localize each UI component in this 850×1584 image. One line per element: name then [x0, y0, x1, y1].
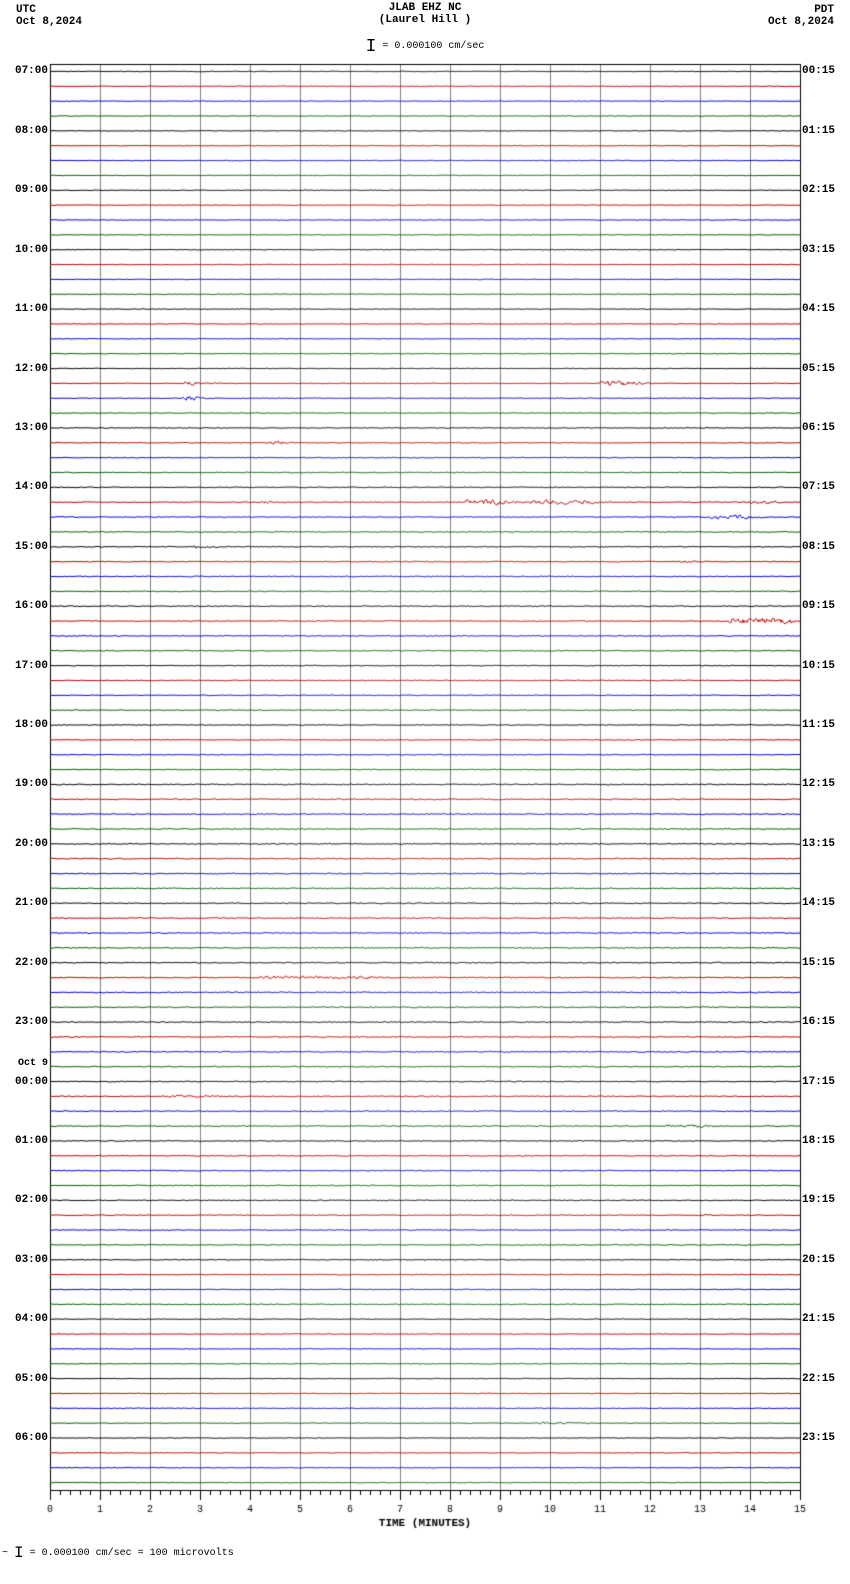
pdt-label: 19:15 — [802, 1194, 844, 1206]
header-scale: I = 0.000100 cm/sec — [0, 34, 850, 54]
pdt-label: 10:15 — [802, 660, 844, 672]
pdt-label: 18:15 — [802, 1135, 844, 1147]
utc-label: Oct 9 — [6, 1058, 48, 1070]
utc-label: 13:00 — [6, 422, 48, 434]
pdt-label: 11:15 — [802, 719, 844, 731]
header: UTC Oct 8,2024 PDT Oct 8,2024 JLAB EHZ N… — [0, 0, 850, 58]
footer-text: = 0.000100 cm/sec = 100 microvolts — [30, 1548, 234, 1559]
seismogram-canvas — [0, 58, 850, 1538]
utc-label: 08:00 — [6, 125, 48, 137]
pdt-label: 21:15 — [802, 1313, 844, 1325]
pdt-label: 17:15 — [802, 1076, 844, 1088]
header-center: JLAB EHZ NC (Laurel Hill ) — [0, 2, 850, 26]
utc-label: 23:00 — [6, 1016, 48, 1028]
utc-label: 11:00 — [6, 303, 48, 315]
pdt-label: 09:15 — [802, 600, 844, 612]
pdt-label: 06:15 — [802, 422, 844, 434]
pdt-label: 15:15 — [802, 957, 844, 969]
pdt-label: 22:15 — [802, 1373, 844, 1385]
location: (Laurel Hill ) — [0, 14, 850, 26]
utc-label: 22:00 — [6, 957, 48, 969]
pdt-label: 23:15 — [802, 1432, 844, 1444]
footer: ~ I = 0.000100 cm/sec = 100 microvolts — [0, 1538, 850, 1566]
utc-label: 01:00 — [6, 1135, 48, 1147]
plot-area: 07:00 08:00 09:00 10:00 11:00 12:00 13:00 14:00… — [0, 58, 850, 1538]
utc-label: 04:00 — [6, 1313, 48, 1325]
footer-bar-icon: I — [14, 1544, 24, 1562]
utc-label: 09:00 — [6, 184, 48, 196]
scale-text: = 0.000100 cm/sec — [382, 41, 484, 52]
pdt-label: 20:15 — [802, 1254, 844, 1266]
utc-label: 21:00 — [6, 897, 48, 909]
pdt-label: 04:15 — [802, 303, 844, 315]
utc-label: 06:00 — [6, 1432, 48, 1444]
utc-label: 18:00 — [6, 719, 48, 731]
utc-labels: 07:00 08:00 09:00 10:00 11:00 12:00 13:00 14:00… — [6, 58, 48, 1538]
utc-label: 02:00 — [6, 1194, 48, 1206]
utc-label: 12:00 — [6, 363, 48, 375]
pdt-label: 02:15 — [802, 184, 844, 196]
utc-label: 03:00 — [6, 1254, 48, 1266]
utc-label: 19:00 — [6, 778, 48, 790]
utc-label: 14:00 — [6, 481, 48, 493]
pdt-label: 08:15 — [802, 541, 844, 553]
utc-label: 20:00 — [6, 838, 48, 850]
utc-label: 10:00 — [6, 244, 48, 256]
station: JLAB EHZ NC — [0, 2, 850, 14]
pdt-label: 01:15 — [802, 125, 844, 137]
utc-label: 15:00 — [6, 541, 48, 553]
utc-label: 17:00 — [6, 660, 48, 672]
utc-label: 16:00 — [6, 600, 48, 612]
pdt-label: 03:15 — [802, 244, 844, 256]
scale-bar-icon: I — [366, 37, 377, 57]
pdt-label: 16:15 — [802, 1016, 844, 1028]
pdt-label: 05:15 — [802, 363, 844, 375]
pdt-label: 12:15 — [802, 778, 844, 790]
pdt-label: 13:15 — [802, 838, 844, 850]
pdt-label: 14:15 — [802, 897, 844, 909]
pdt-labels: 00:15 01:15 02:15 03:15 04:15 05:15 06:15 07:15… — [802, 58, 844, 1538]
utc-label: 07:00 — [6, 65, 48, 77]
footer-prefix: ~ — [2, 1548, 8, 1559]
utc-label: 05:00 — [6, 1373, 48, 1385]
pdt-label: 07:15 — [802, 481, 844, 493]
pdt-label: 00:15 — [802, 65, 844, 77]
utc-label: 00:00 — [6, 1076, 48, 1088]
